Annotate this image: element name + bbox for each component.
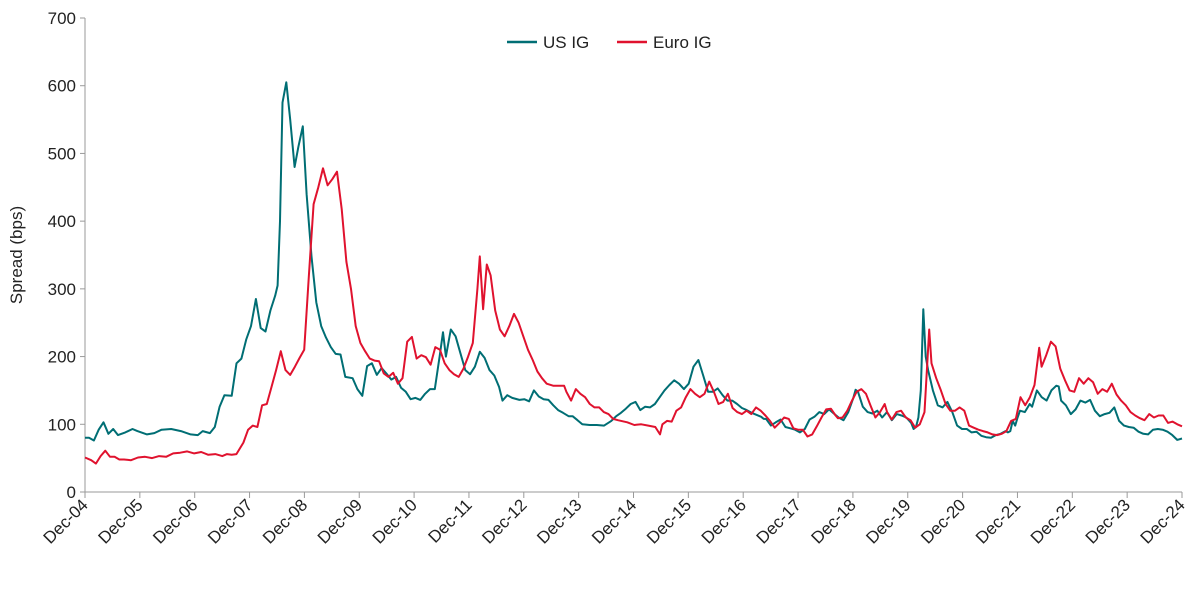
y-tick-label: 100: [48, 415, 76, 434]
x-tick-label: Dec-08: [259, 495, 311, 547]
x-tick-label: Dec-11: [424, 495, 475, 546]
x-tick-label: Dec-20: [917, 495, 969, 547]
legend: US IG Euro IG: [507, 33, 712, 52]
x-tick-label: Dec-16: [698, 495, 750, 547]
x-tick-label: Dec-21: [972, 495, 1024, 547]
x-tick-label: Dec-06: [149, 495, 201, 547]
series-line-euro-ig: [84, 167, 1183, 465]
legend-label-us-ig: US IG: [543, 33, 589, 52]
series-line-us-ig: [85, 81, 1183, 442]
x-tick-label: Dec-14: [588, 495, 640, 547]
x-tick-label: Dec-22: [1027, 495, 1079, 547]
x-tick-label: Dec-15: [643, 495, 695, 547]
y-tick-label: 200: [48, 348, 76, 367]
x-tick-label: Dec-13: [533, 495, 585, 547]
x-axis: Dec-04 Dec-05 Dec-06 Dec-07 Dec-08 Dec-09 Dec-…: [40, 491, 1189, 548]
y-tick-label: 0: [67, 483, 76, 502]
x-tick-label: Dec-18: [808, 495, 860, 547]
y-tick-label: 300: [48, 280, 76, 299]
y-tick-label: 600: [48, 77, 76, 96]
y-tick-label: 500: [48, 144, 76, 163]
x-tick-label: Dec-07: [204, 495, 256, 547]
legend-label-euro-ig: Euro IG: [653, 33, 712, 52]
x-tick-label: Dec-10: [369, 495, 421, 547]
y-tick-label: 400: [48, 212, 76, 231]
y-axis-title: Spread (bps): [7, 206, 26, 304]
x-tick-label: Dec-12: [478, 495, 530, 547]
series-lines: [84, 81, 1183, 465]
x-tick-label: Dec-24: [1137, 495, 1189, 547]
x-tick-label: Dec-04: [40, 495, 92, 547]
x-tick-label: Dec-23: [1082, 495, 1134, 547]
y-axis: 0 100 200 300 400 500 600 700: [48, 9, 86, 502]
x-tick-label: Dec-19: [862, 495, 914, 547]
x-tick-label: Dec-09: [314, 495, 366, 547]
y-tick-label: 700: [48, 9, 76, 28]
x-tick-label: Dec-17: [753, 495, 805, 547]
x-tick-label: Dec-05: [94, 495, 146, 547]
